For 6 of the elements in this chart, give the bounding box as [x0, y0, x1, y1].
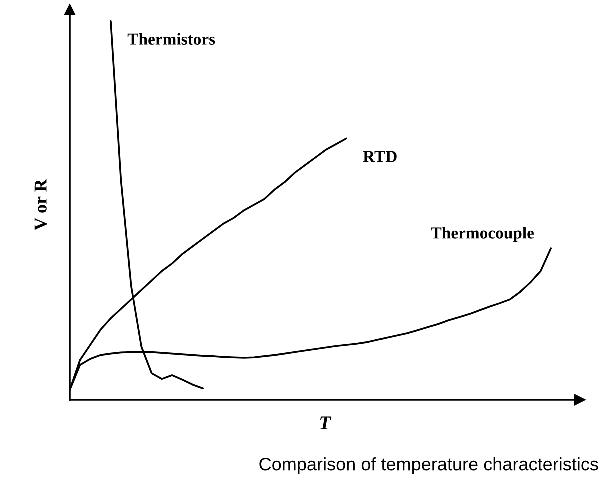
series-label: Thermocouple: [431, 227, 534, 242]
text: Comparison of temperature characteristics: [260, 457, 598, 474]
series-label: RTD: [363, 151, 397, 162]
y-axis-title: V or R: [34, 179, 47, 231]
x-axis-title: T: [320, 416, 332, 430]
series-label: Thermistors: [128, 33, 216, 45]
